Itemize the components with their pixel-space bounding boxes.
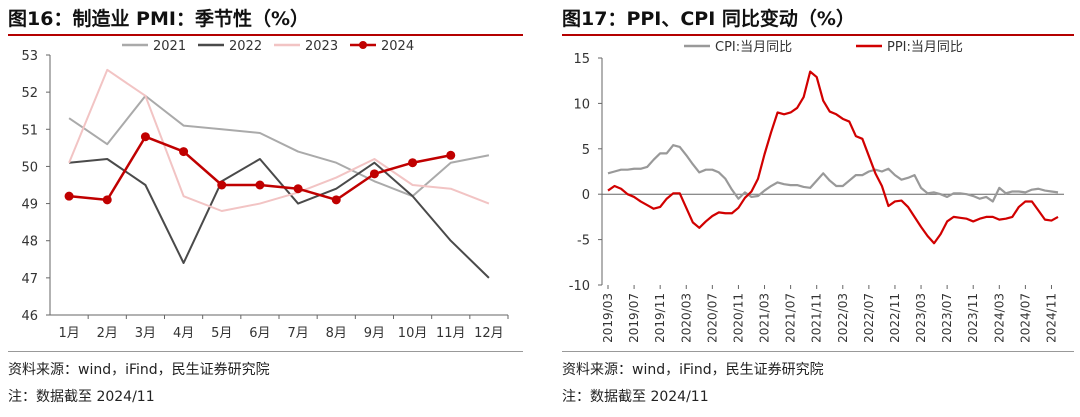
pmi-line-2021 bbox=[68, 94, 490, 198]
ppi-x-tick-label: 2023/03 bbox=[914, 293, 928, 343]
pmi-y-tick-label: 47 bbox=[21, 272, 38, 287]
ppi-y-tick-label: 10 bbox=[573, 97, 590, 112]
right-chart-title: 图17：PPI、CPI 同比变动（%） bbox=[562, 8, 855, 30]
pmi-point-2024 bbox=[331, 195, 341, 205]
pmi-point-2024 bbox=[293, 184, 303, 194]
ppi-y-tick-label: 5 bbox=[582, 143, 590, 158]
left-source-note: 资料来源：wind，iFind，民生证券研究院 bbox=[8, 362, 270, 378]
pmi-line-2024 bbox=[68, 135, 451, 202]
pmi-y-tick-label: 49 bbox=[21, 198, 38, 213]
ppi-x-tick-label: 2022/11 bbox=[888, 293, 902, 343]
pmi-x-tick-label: 1月 bbox=[58, 326, 79, 341]
ppi-legend-label-0: CPI:当月同比 bbox=[715, 40, 792, 55]
left-chart-title: 图16：制造业 PMI：季节性（%） bbox=[8, 8, 309, 30]
pmi-line-2023 bbox=[68, 68, 490, 212]
pmi-y-tick-label: 48 bbox=[21, 235, 38, 250]
right-footer-rule bbox=[562, 351, 1074, 352]
pmi-y-tick-label: 46 bbox=[21, 309, 38, 324]
ppi-x-tick-label: 2021/07 bbox=[784, 293, 798, 343]
ppi-x-tick-label: 2021/11 bbox=[810, 293, 824, 343]
left-footer-rule bbox=[8, 351, 523, 352]
pmi-point-2024 bbox=[64, 191, 74, 201]
pmi-legend-label-2022: 2022 bbox=[229, 39, 262, 54]
pmi-point-2024 bbox=[369, 169, 379, 179]
pmi-point-2024 bbox=[179, 147, 189, 157]
ppi-x-tick-label: 2022/07 bbox=[862, 293, 876, 343]
ppi-y-tick-label: -10 bbox=[569, 279, 590, 294]
pmi-legend-label-2021: 2021 bbox=[153, 39, 186, 54]
right-date-note: 注：数据截至 2024/11 bbox=[562, 389, 709, 405]
pmi-y-tick-label: 50 bbox=[21, 160, 38, 175]
right-source-note: 资料来源：wind，iFind，民生证券研究院 bbox=[562, 362, 824, 378]
ppi-y-tick-label: 0 bbox=[582, 188, 590, 203]
ppi-x-tick-label: 2023/11 bbox=[966, 293, 980, 343]
ppi-x-tick-label: 2020/07 bbox=[705, 293, 719, 343]
pmi-x-tick-label: 11月 bbox=[436, 326, 466, 341]
pmi-x-tick-label: 2月 bbox=[97, 326, 118, 341]
ppi-x-tick-label: 2022/03 bbox=[836, 293, 850, 343]
ppi-x-tick-label: 2024/03 bbox=[992, 293, 1006, 343]
ppi-x-tick-label: 2020/03 bbox=[679, 293, 693, 343]
pmi-legend-marker-2024 bbox=[359, 41, 367, 49]
left-date-note: 注：数据截至 2024/11 bbox=[8, 389, 155, 405]
ppi-x-tick-label: 2019/07 bbox=[627, 293, 641, 343]
pmi-y-tick-label: 52 bbox=[21, 86, 38, 101]
pmi-point-2024 bbox=[408, 158, 418, 168]
ppi-x-tick-label: 2019/11 bbox=[653, 293, 667, 343]
ppi-legend-label-1: PPI:当月同比 bbox=[887, 40, 963, 55]
pmi-x-tick-label: 5月 bbox=[211, 326, 232, 341]
pmi-x-tick-label: 10月 bbox=[398, 326, 428, 341]
pmi-point-2024 bbox=[102, 195, 112, 205]
pmi-point-2024 bbox=[217, 180, 227, 190]
left-title-rule bbox=[8, 34, 523, 36]
pmi-x-tick-label: 6月 bbox=[249, 326, 270, 341]
pmi-point-2024 bbox=[446, 150, 456, 160]
ppi-line bbox=[607, 70, 1059, 245]
pmi-legend-label-2023: 2023 bbox=[305, 39, 338, 54]
ppi-x-tick-label: 2020/11 bbox=[731, 293, 745, 343]
ppi-x-tick-label: 2019/03 bbox=[601, 293, 615, 343]
pmi-x-tick-label: 12月 bbox=[474, 326, 504, 341]
cpi-line bbox=[607, 144, 1059, 203]
pmi-y-tick-label: 51 bbox=[21, 123, 38, 138]
pmi-x-tick-label: 7月 bbox=[287, 326, 308, 341]
ppi-y-tick-label: 15 bbox=[573, 52, 590, 67]
pmi-x-tick-label: 3月 bbox=[135, 326, 156, 341]
ppi-y-tick-label: -5 bbox=[577, 234, 590, 249]
right-title-rule bbox=[562, 34, 1074, 36]
pmi-y-tick-label: 53 bbox=[21, 49, 38, 64]
ppi-x-tick-label: 2024/11 bbox=[1044, 293, 1058, 343]
pmi-legend-label-2024: 2024 bbox=[381, 39, 414, 54]
pmi-point-2024 bbox=[140, 132, 150, 142]
pmi-line-2022 bbox=[68, 158, 490, 279]
pmi-x-tick-label: 8月 bbox=[326, 326, 347, 341]
ppi-x-tick-label: 2024/07 bbox=[1018, 293, 1032, 343]
pmi-point-2024 bbox=[255, 180, 265, 190]
ppi-x-tick-label: 2021/03 bbox=[758, 293, 772, 343]
pmi-x-tick-label: 9月 bbox=[364, 326, 385, 341]
pmi-x-tick-label: 4月 bbox=[173, 326, 194, 341]
ppi-x-tick-label: 2023/07 bbox=[940, 293, 954, 343]
